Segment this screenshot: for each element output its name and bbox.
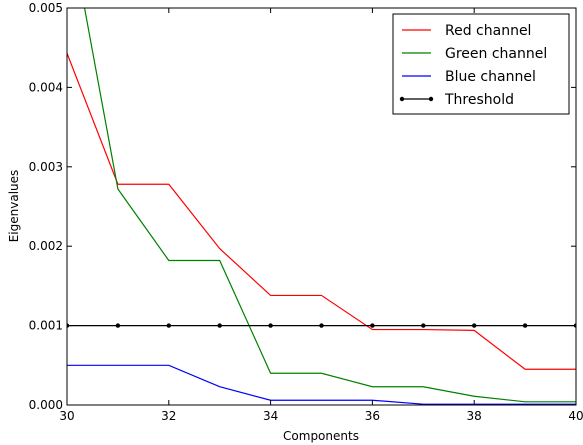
legend-label-red-channel: Red channel — [445, 23, 531, 39]
series-point-threshold — [421, 323, 426, 328]
y-tick-label: 0.000 — [29, 398, 63, 412]
legend-box — [392, 13, 570, 115]
x-tick-label: 32 — [161, 409, 176, 423]
y-tick-label: 0.001 — [29, 319, 63, 333]
legend-marker-threshold — [428, 96, 434, 102]
y-axis-label: Eigenvalues — [7, 170, 21, 243]
y-tick-label: 0.003 — [29, 160, 63, 174]
x-tick-label: 34 — [263, 409, 278, 423]
x-tick-label: 30 — [59, 409, 74, 423]
legend-marker-threshold — [399, 96, 405, 102]
legend-label-blue-channel: Blue channel — [445, 69, 536, 85]
x-tick-label: 36 — [365, 409, 380, 423]
series-point-threshold — [166, 323, 171, 328]
y-tick-label: 0.004 — [29, 80, 63, 94]
x-tick-label: 38 — [467, 409, 482, 423]
legend: Red channel Green channel Blue channel Thre… — [392, 13, 570, 115]
series-line-red-channel — [67, 53, 576, 370]
legend-label-green-channel: Green channel — [445, 46, 547, 62]
legend-label-threshold: Threshold — [444, 92, 514, 108]
y-tick-label: 0.002 — [29, 239, 63, 253]
series-point-threshold — [522, 323, 528, 328]
y-tick-label: 0.005 — [29, 1, 63, 15]
series-point-threshold — [472, 323, 477, 328]
x-tick-label: 40 — [568, 409, 583, 423]
series-line-green-channel — [83, 8, 576, 403]
series-point-threshold — [115, 323, 121, 328]
x-axis-label: Components — [283, 429, 359, 443]
series-point-threshold — [319, 323, 324, 328]
series-point-threshold — [217, 323, 222, 328]
axes-layer: 30 32 34 36 38 40 0.000 0.001 0.002 0.003 0.004 0.0… — [29, 1, 583, 423]
series-layer — [67, 8, 576, 405]
plot-frame — [66, 7, 577, 406]
series-line-blue-channel — [67, 364, 576, 405]
series-point-threshold — [268, 323, 273, 328]
series-point-threshold — [370, 323, 375, 328]
